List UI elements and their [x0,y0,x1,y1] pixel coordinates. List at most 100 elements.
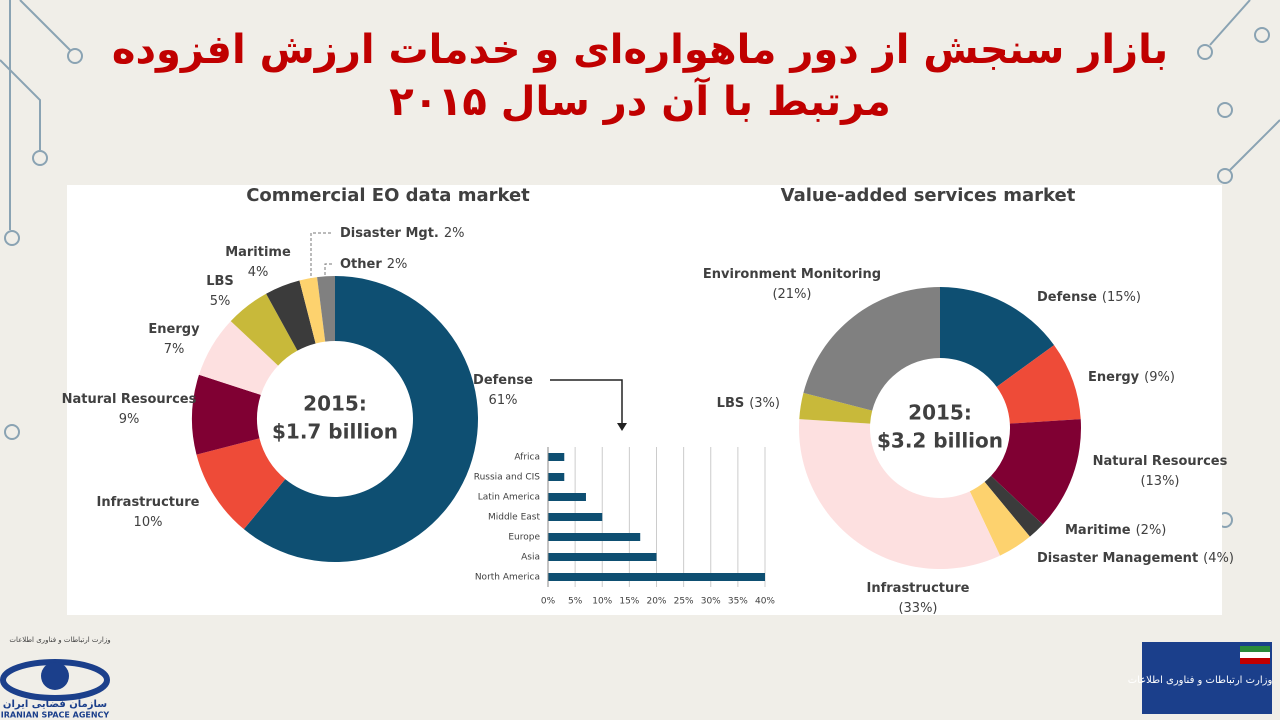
category-name: Other [340,257,382,272]
value-label: (9%) [1144,370,1175,385]
value-label: (33%) [898,601,937,616]
slice-label: Infrastructure [867,581,970,596]
category-name: Defense [473,373,533,388]
slice-label: Maritime (2%) [1065,523,1166,538]
category-name: Disaster Mgt. [340,226,439,241]
y-tick-label: Middle East [488,513,540,523]
value-label: 9% [119,412,140,427]
slice-label: (21%) [772,287,811,302]
slice-label: 4% [248,265,269,280]
value-label: 7% [164,342,185,357]
flag-stripe [1240,652,1270,658]
donut-slice [799,419,1001,569]
slice-label: Natural Resources [1093,454,1228,469]
center-title: 2015: [303,392,367,416]
value-label: 2% [387,257,408,272]
x-tick-label: 15% [619,597,639,607]
donut-slice [192,374,261,455]
y-tick-label: Africa [514,453,540,463]
logo-text: سازمان فضایی ایران [3,699,107,710]
chart-title: Value-added services market [781,185,1076,206]
slice-label: Natural Resources [62,392,197,407]
bar [548,473,565,481]
logo-text: وزارت ارتباطات و فناوری اطلاعات [9,636,110,644]
slice-label: 61% [489,393,518,408]
y-tick-label: Asia [521,553,540,563]
arrow [550,379,623,425]
slice-label: (33%) [898,601,937,616]
circuit-decoration [0,0,1280,528]
category-name: Maritime [225,245,291,260]
category-name: LBS [206,274,234,289]
y-tick-label: Europe [508,533,540,543]
slice-label: Infrastructure [97,495,200,510]
donut-slice [196,438,286,530]
slice-label: Energy [148,322,200,337]
flag-stripe [1240,646,1270,652]
arrow-head [617,423,627,431]
y-tick-label: North America [475,573,540,583]
category-name: Defense [1037,290,1097,305]
bar [548,493,586,501]
logo-core [41,662,69,690]
value-label: 5% [210,294,231,309]
slice-label: Environment Monitoring [703,267,881,282]
x-tick-label: 5% [568,597,583,607]
bar [548,533,641,541]
donut-slice [266,280,316,351]
value-label: (21%) [772,287,811,302]
category-name: Energy [148,322,200,337]
donut-slice [799,392,873,424]
center-value: $1.7 billion [272,420,398,444]
slice-label: Energy (9%) [1088,370,1175,385]
value-label: (13%) [1140,474,1179,489]
donut-slice [996,345,1081,424]
value-label: (2%) [1136,523,1167,538]
slice-label: 7% [164,342,185,357]
category-name: Natural Resources [62,392,197,407]
logo-text: وزارت ارتباطات و فناوری اطلاعات [1128,675,1273,686]
value-label: 61% [489,393,518,408]
y-tick-label: Russia and CIS [474,473,541,483]
donut-slice [803,287,940,411]
donut-slice [198,321,279,395]
donut-slice [230,293,298,366]
slice-label: (13%) [1140,474,1179,489]
donut-slice [984,475,1043,537]
category-name: Maritime [1065,523,1131,538]
logo-text: IRANIAN SPACE AGENCY [1,711,110,720]
leader-line [310,232,333,286]
donut-slice [243,276,478,563]
category-name: Energy [1088,370,1140,385]
x-tick-label: 35% [728,597,748,607]
bar [548,553,657,561]
slice-label: 5% [210,294,231,309]
donut-slice [969,481,1030,556]
y-tick-label: Latin America [478,493,540,503]
bar [548,453,565,461]
x-tick-label: 25% [674,597,694,607]
slice-label: Maritime [225,245,291,260]
category-name: Natural Resources [1093,454,1228,469]
value-label: (4%) [1203,551,1234,566]
logo-right: وزارت ارتباطات و فناوری اطلاعات [1128,642,1273,714]
flag-stripe [1240,658,1270,664]
x-tick-label: 40% [755,597,775,607]
category-name: Disaster Management [1037,551,1198,566]
value-label: 10% [134,515,163,530]
slice-label: LBS (3%) [717,396,780,411]
chart-title: Commercial EO data market [246,185,530,206]
category-name: LBS [717,396,745,411]
slice-label: Other 2% [340,257,407,272]
x-tick-label: 10% [592,597,612,607]
category-name: Infrastructure [867,581,970,596]
donut-slice [991,419,1081,525]
bar [548,513,603,521]
slice-label: 9% [119,412,140,427]
donut-slice [940,287,1055,387]
value-label: 4% [248,265,269,280]
x-tick-label: 20% [646,597,666,607]
slice-label: Disaster Mgt. 2% [340,226,464,241]
x-tick-label: 0% [541,597,556,607]
